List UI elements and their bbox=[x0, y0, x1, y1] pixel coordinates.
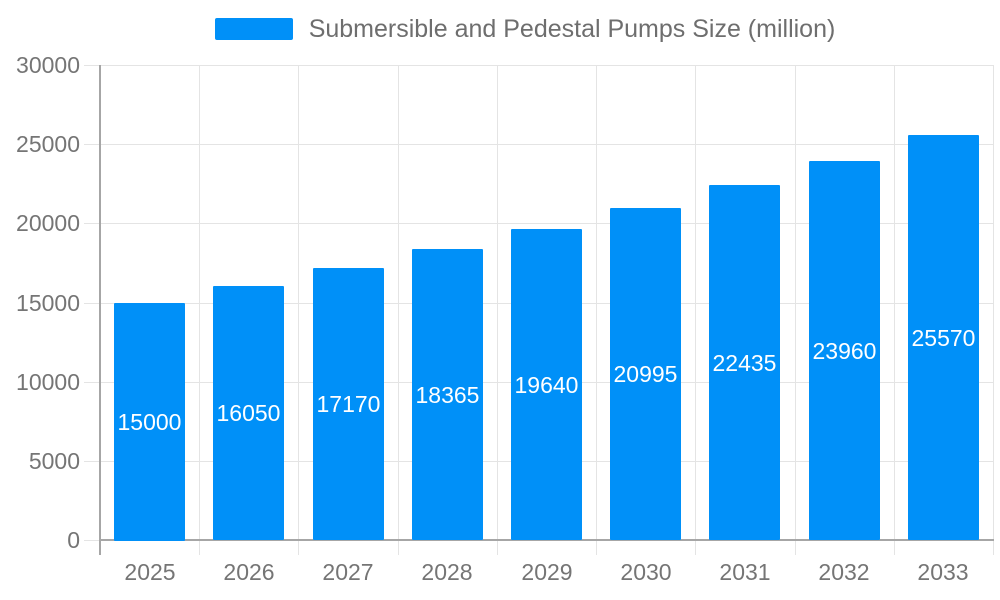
bar-value-label: 15000 bbox=[117, 409, 182, 435]
bar-value-label: 18365 bbox=[415, 381, 480, 408]
y-tick-label: 30000 bbox=[16, 52, 80, 78]
bar[interactable]: 17170 bbox=[313, 268, 384, 540]
bar[interactable]: 23960 bbox=[809, 161, 880, 540]
bar[interactable]: 16050 bbox=[213, 286, 284, 540]
y-tick-label: 0 bbox=[67, 527, 80, 553]
gridline-horizontal bbox=[84, 65, 993, 66]
x-tick-label: 2029 bbox=[521, 559, 573, 585]
y-tick-label: 5000 bbox=[28, 448, 80, 474]
x-axis-line bbox=[99, 539, 994, 541]
x-tick-label: 2028 bbox=[421, 559, 473, 585]
gridline-vertical bbox=[298, 65, 299, 555]
gridline-vertical bbox=[695, 65, 696, 555]
gridline-vertical bbox=[894, 65, 895, 555]
legend[interactable]: Submersible and Pedestal Pumps Size (mil… bbox=[25, 14, 1000, 44]
x-tick-label: 2027 bbox=[322, 559, 374, 585]
bar[interactable]: 19640 bbox=[511, 229, 582, 540]
x-tick-label: 2026 bbox=[223, 559, 275, 585]
bar-value-label: 23960 bbox=[812, 337, 877, 364]
bar-value-label: 19640 bbox=[514, 371, 579, 398]
x-tick-label: 2033 bbox=[917, 559, 969, 585]
x-tick-label: 2030 bbox=[620, 559, 672, 585]
x-tick-label: 2025 bbox=[124, 559, 176, 585]
bar[interactable]: 15000 bbox=[114, 303, 185, 541]
bar-value-label: 17170 bbox=[316, 391, 381, 417]
gridline-vertical bbox=[199, 65, 200, 555]
x-tick-label: 2032 bbox=[818, 559, 870, 585]
gridline-vertical bbox=[497, 65, 498, 555]
bar[interactable]: 25570 bbox=[908, 135, 979, 540]
bar-value-label: 20995 bbox=[613, 361, 678, 387]
bar-value-label: 25570 bbox=[911, 324, 976, 351]
legend-marker-swatch bbox=[214, 18, 293, 40]
bar[interactable]: 20995 bbox=[610, 208, 681, 540]
gridline-horizontal bbox=[84, 144, 993, 145]
gridline-vertical bbox=[398, 65, 399, 555]
gridline-vertical bbox=[993, 65, 994, 555]
bar[interactable]: 18365 bbox=[412, 249, 483, 540]
y-tick-label: 25000 bbox=[16, 131, 80, 157]
y-tick-label: 15000 bbox=[16, 290, 80, 316]
y-tick-label: 10000 bbox=[16, 369, 80, 395]
x-tick-label: 2031 bbox=[719, 559, 771, 585]
gridline-vertical bbox=[795, 65, 796, 555]
bar[interactable]: 22435 bbox=[709, 185, 780, 540]
gridline-vertical bbox=[596, 65, 597, 555]
y-tick-label: 20000 bbox=[16, 210, 80, 236]
legend-label: Submersible and Pedestal Pumps Size (mil… bbox=[308, 15, 836, 43]
gridline-horizontal bbox=[84, 223, 993, 224]
bar-value-label: 16050 bbox=[216, 400, 281, 426]
y-axis-line bbox=[99, 65, 101, 555]
bar-value-label: 22435 bbox=[712, 349, 777, 376]
